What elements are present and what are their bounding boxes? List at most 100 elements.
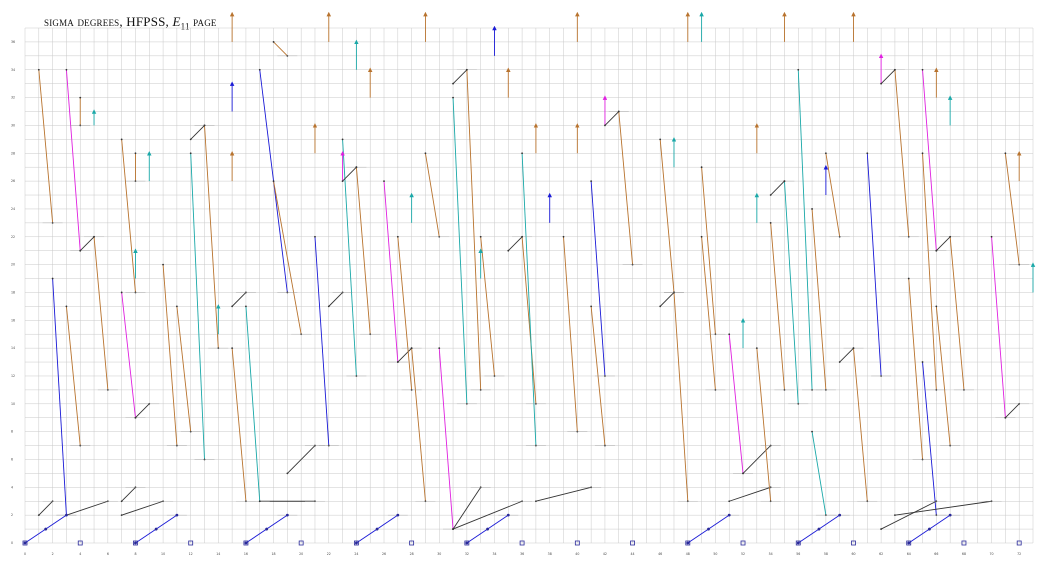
class-dot [852,347,855,350]
differential-line [190,125,205,140]
differential-line [65,69,81,251]
x-tick-label: 32 [465,552,469,556]
y-tick-label: 2 [11,513,13,517]
class-dot [990,235,993,238]
differential-line [452,69,468,84]
differential-line [729,486,771,502]
x-tick-label: 56 [796,552,800,556]
class-dot [286,472,289,475]
class-dot [120,291,123,294]
differential-line [411,348,426,502]
class-box [298,540,304,546]
class-dot [507,249,510,252]
class-dot [438,347,441,350]
differential-line [866,153,882,377]
class-dot [327,305,330,308]
differential-line [521,153,537,446]
class-dot [410,347,413,350]
class-dot [134,541,137,545]
class-box [630,540,635,546]
differential-line [452,500,523,530]
class-dot [120,138,123,141]
y-tick-label: 12 [11,374,15,378]
differential-line [894,69,910,237]
class-dot [23,541,27,545]
differential-line [121,487,136,502]
y-tick-label: 6 [11,457,13,461]
class-dot [189,138,192,141]
differential-line [397,347,412,363]
class-dot [880,528,883,530]
y-tick-label: 24 [11,207,15,211]
class-dot [154,527,158,531]
differential-line [880,500,937,530]
differential-line [342,139,357,376]
class-dot [921,361,924,363]
class-box [795,540,801,546]
class-box [906,540,912,546]
class-dot [755,347,758,350]
x-tick-label: 62 [879,552,883,556]
class-dot [769,194,772,196]
differential-line [701,236,716,390]
class-dot [659,138,662,141]
y-tick-label: 22 [11,235,15,239]
class-dot [521,152,523,155]
class-dot [120,514,123,517]
class-box [243,540,249,546]
class-dot [617,110,620,113]
class-dot [486,527,489,531]
differential-line [604,111,620,126]
class-dot [907,277,910,280]
differential-line [535,486,592,502]
differential-line [135,403,150,419]
differentials [24,11,1036,544]
differential-line [853,348,868,502]
class-dot [396,235,399,238]
differential-line [162,264,178,446]
class-dot [949,235,952,238]
class-dot [452,96,454,99]
class-dot [590,305,593,308]
title-symbol: E [172,14,181,29]
class-dot [396,513,400,517]
class-dot [866,152,869,155]
x-tick-label: 46 [658,552,662,556]
class-dot [728,333,731,336]
y-tick-label: 18 [11,290,15,294]
x-tick-label: 70 [990,552,994,556]
class-dot [907,541,911,545]
class-dot [935,249,938,252]
class-dot [375,527,379,531]
class-dot [272,180,275,183]
class-dot [659,305,662,308]
x-tick-label: 58 [824,552,828,556]
differential-line [93,236,109,390]
x-tick-label: 52 [741,552,745,556]
x-tick-label: 40 [575,552,579,556]
class-dot [354,541,358,545]
x-tick-label: 14 [216,552,220,556]
differential-line [521,236,537,404]
class-dot [521,235,523,238]
class-box [353,540,359,546]
class-dot [383,180,385,183]
class-box [188,540,194,546]
differential-line [466,69,482,390]
x-tick-label: 26 [382,552,386,556]
class-box [464,540,470,546]
class-dot [79,96,82,99]
differential-line [66,500,108,516]
differential-line [659,292,675,307]
differential-line [1005,403,1020,419]
differential-line [922,362,937,516]
class-dot [355,166,358,169]
x-tick-label: 66 [934,552,938,556]
differential-line [176,306,192,432]
y-tick-label: 20 [11,263,15,267]
x-tick-label: 16 [244,552,248,556]
class-dot [285,513,289,517]
class-dot [231,347,234,350]
class-dot [1004,152,1007,155]
